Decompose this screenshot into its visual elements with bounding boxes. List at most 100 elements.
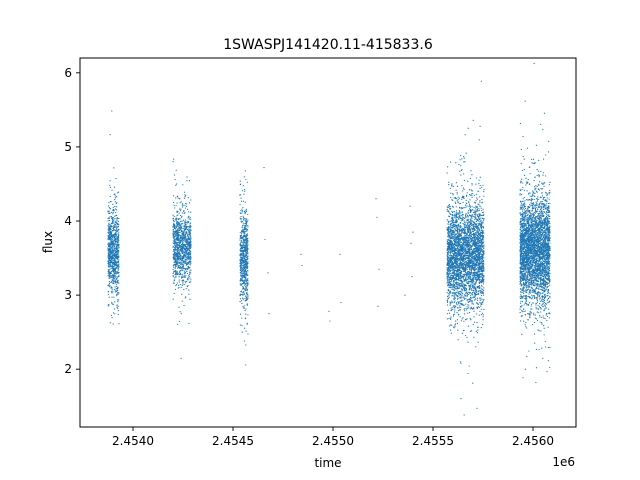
data-point: [172, 250, 174, 252]
data-point: [108, 281, 111, 283]
data-point: [241, 302, 243, 305]
data-point: [178, 267, 180, 269]
data-point: [109, 254, 111, 256]
data-point: [113, 244, 115, 246]
data-point: [473, 194, 475, 196]
data-point: [115, 196, 118, 198]
data-point: [188, 289, 190, 291]
data-point: [115, 271, 117, 273]
data-point: [184, 249, 186, 251]
data-point: [175, 184, 177, 186]
data-point: [457, 282, 459, 284]
data-point: [173, 227, 176, 229]
data-point: [178, 257, 180, 259]
data-point: [111, 296, 113, 298]
data-point: [107, 261, 109, 263]
data-point: [179, 267, 181, 269]
data-point: [469, 265, 472, 267]
data-point: [176, 250, 179, 252]
data-point: [462, 255, 464, 258]
data-point: [459, 316, 461, 318]
data-point: [239, 193, 241, 196]
data-point: [113, 167, 115, 169]
data-point: [114, 201, 116, 203]
data-point: [247, 252, 249, 254]
data-point: [240, 283, 242, 285]
data-point: [179, 240, 181, 242]
data-point: [175, 227, 177, 229]
data-point: [118, 292, 120, 294]
data-point: [118, 274, 120, 276]
data-point: [186, 263, 188, 265]
data-point: [112, 303, 114, 305]
data-point: [110, 211, 112, 214]
data-point: [181, 256, 183, 258]
data-point: [453, 294, 456, 296]
data-point: [452, 244, 454, 246]
data-point: [180, 236, 182, 238]
data-point: [457, 304, 459, 306]
data-point: [176, 229, 178, 231]
data-point: [245, 313, 247, 315]
data-point: [179, 229, 181, 232]
data-point: [172, 240, 174, 242]
data-point: [177, 224, 179, 226]
data-point: [110, 265, 112, 267]
data-point: [112, 259, 114, 261]
data-point: [110, 252, 112, 254]
data-point: [448, 317, 450, 320]
data-point: [186, 225, 188, 228]
data-point: [110, 235, 112, 237]
data-point: [188, 244, 190, 246]
data-point: [112, 212, 114, 214]
data-point: [451, 271, 454, 273]
data-point: [108, 255, 110, 257]
data-point: [107, 210, 109, 212]
data-point: [107, 291, 109, 293]
data-point: [113, 225, 115, 227]
data-point: [458, 313, 460, 316]
data-point: [455, 210, 458, 212]
data-point: [115, 267, 117, 269]
data-point: [467, 341, 469, 343]
data-point: [244, 222, 246, 225]
data-point: [182, 283, 184, 285]
data-point: [460, 165, 462, 167]
data-point: [113, 208, 115, 211]
data-point: [117, 243, 119, 246]
data-point: [243, 244, 245, 246]
data-point: [189, 232, 192, 234]
data-point: [240, 256, 242, 258]
data-point: [245, 235, 247, 238]
data-point: [471, 224, 474, 226]
data-point: [118, 271, 120, 274]
data-point: [175, 269, 177, 271]
data-point: [116, 289, 119, 292]
data-point: [243, 266, 245, 268]
data-point: [465, 202, 468, 204]
data-point: [111, 110, 113, 112]
data-point: [174, 230, 176, 232]
data-point: [173, 266, 175, 268]
data-point: [172, 231, 174, 233]
data-point: [452, 222, 455, 224]
data-point: [469, 206, 471, 208]
data-point: [182, 276, 184, 278]
data-point: [460, 261, 463, 264]
data-point: [175, 232, 177, 235]
data-point: [176, 257, 178, 259]
data-point: [481, 288, 483, 291]
data-point: [110, 258, 113, 260]
data-point: [115, 236, 117, 238]
data-point: [118, 232, 120, 234]
data-point: [472, 382, 474, 384]
data-point: [107, 272, 110, 274]
data-point: [243, 241, 245, 243]
data-point: [464, 161, 466, 163]
data-point: [241, 272, 243, 274]
data-point: [183, 231, 185, 234]
data-point: [189, 266, 191, 269]
data-point: [244, 249, 246, 251]
data-point: [115, 240, 118, 242]
